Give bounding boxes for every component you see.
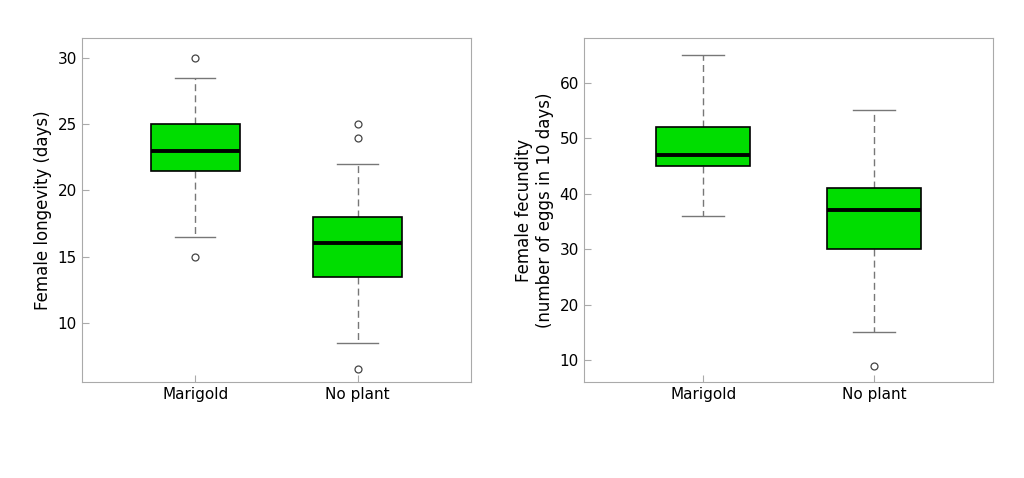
Y-axis label: Female fecundity
(number of eggs in 10 days): Female fecundity (number of eggs in 10 d… xyxy=(515,93,554,328)
Y-axis label: Female longevity (days): Female longevity (days) xyxy=(34,110,52,310)
Bar xyxy=(151,124,240,171)
Bar xyxy=(826,188,921,249)
Bar xyxy=(313,217,402,276)
Bar xyxy=(656,127,750,166)
